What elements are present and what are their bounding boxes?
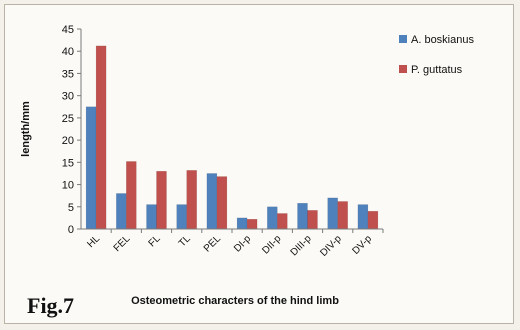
y-axis-label: length/mm — [20, 101, 32, 157]
bar-a-boskianus — [267, 206, 278, 230]
y-tick-label: 35 — [62, 68, 74, 80]
y-tick-label: 30 — [62, 91, 74, 103]
y-tick-label: 5 — [68, 202, 74, 214]
bar-a-boskianus — [327, 197, 338, 230]
bar-a-boskianus — [116, 193, 127, 230]
y-tick-label: 40 — [62, 46, 74, 58]
legend: A. boskianus P. guttatus — [399, 34, 474, 76]
x-tick-label: FEL — [112, 233, 133, 254]
bars — [85, 45, 379, 230]
x-axis-label: Osteometric characters of the hind limb — [131, 295, 339, 307]
x-tick-label: TL — [177, 233, 193, 249]
bar-a-boskianus — [206, 173, 218, 230]
y-axis: 0 5 10 15 20 25 30 35 40 45 — [62, 24, 82, 236]
x-tick-label: PEL — [202, 233, 223, 254]
x-tick-label: DIII-p — [289, 233, 314, 258]
bar-p-guttatus — [95, 45, 107, 230]
bar-a-boskianus — [297, 202, 308, 230]
bar-a-boskianus — [236, 217, 248, 230]
figure-label: Fig.7 — [27, 293, 75, 318]
legend-label: P. guttatus — [411, 64, 463, 76]
bar-p-guttatus — [246, 218, 258, 230]
x-axis: HL FEL FL TL PEL DI-p DII-p DIII-p DIV-p DV-p — [81, 228, 384, 259]
y-tick-label: 45 — [62, 24, 74, 36]
y-tick-label: 20 — [62, 135, 74, 147]
x-tick-label: DIV-p — [318, 233, 344, 259]
bar-p-guttatus — [337, 201, 348, 230]
bar-p-guttatus — [126, 161, 137, 230]
x-tick-label: HL — [85, 233, 102, 250]
x-tick-label: DI-p — [232, 233, 253, 254]
bar-a-boskianus — [176, 204, 187, 230]
bar-p-guttatus — [186, 170, 197, 230]
bar-p-guttatus — [277, 213, 288, 230]
bar-p-guttatus — [216, 176, 228, 230]
legend-label: A. boskianus — [411, 34, 474, 46]
y-tick-label: 15 — [62, 157, 74, 169]
bar-chart: 0 5 10 15 20 25 30 35 40 45 HL FEL FL TL PEL DI-p DII-p… — [20, 24, 474, 307]
legend-swatch — [399, 35, 407, 43]
y-tick-label: 10 — [62, 180, 74, 192]
bar-p-guttatus — [307, 210, 318, 230]
y-tick-label: 0 — [68, 224, 74, 236]
bar-p-guttatus — [156, 170, 167, 230]
legend-swatch — [399, 65, 407, 73]
x-tick-label: FL — [147, 233, 163, 249]
bar-a-boskianus — [85, 106, 97, 230]
x-tick-label: DII-p — [260, 233, 283, 256]
bar-a-boskianus — [146, 204, 157, 230]
bar-a-boskianus — [357, 204, 369, 230]
figure-frame: 0 5 10 15 20 25 30 35 40 45 HL FEL FL TL PEL DI-p DII-p… — [4, 4, 514, 324]
bar-p-guttatus — [367, 210, 379, 230]
y-tick-label: 25 — [62, 113, 74, 125]
x-tick-label: DV-p — [351, 233, 375, 257]
